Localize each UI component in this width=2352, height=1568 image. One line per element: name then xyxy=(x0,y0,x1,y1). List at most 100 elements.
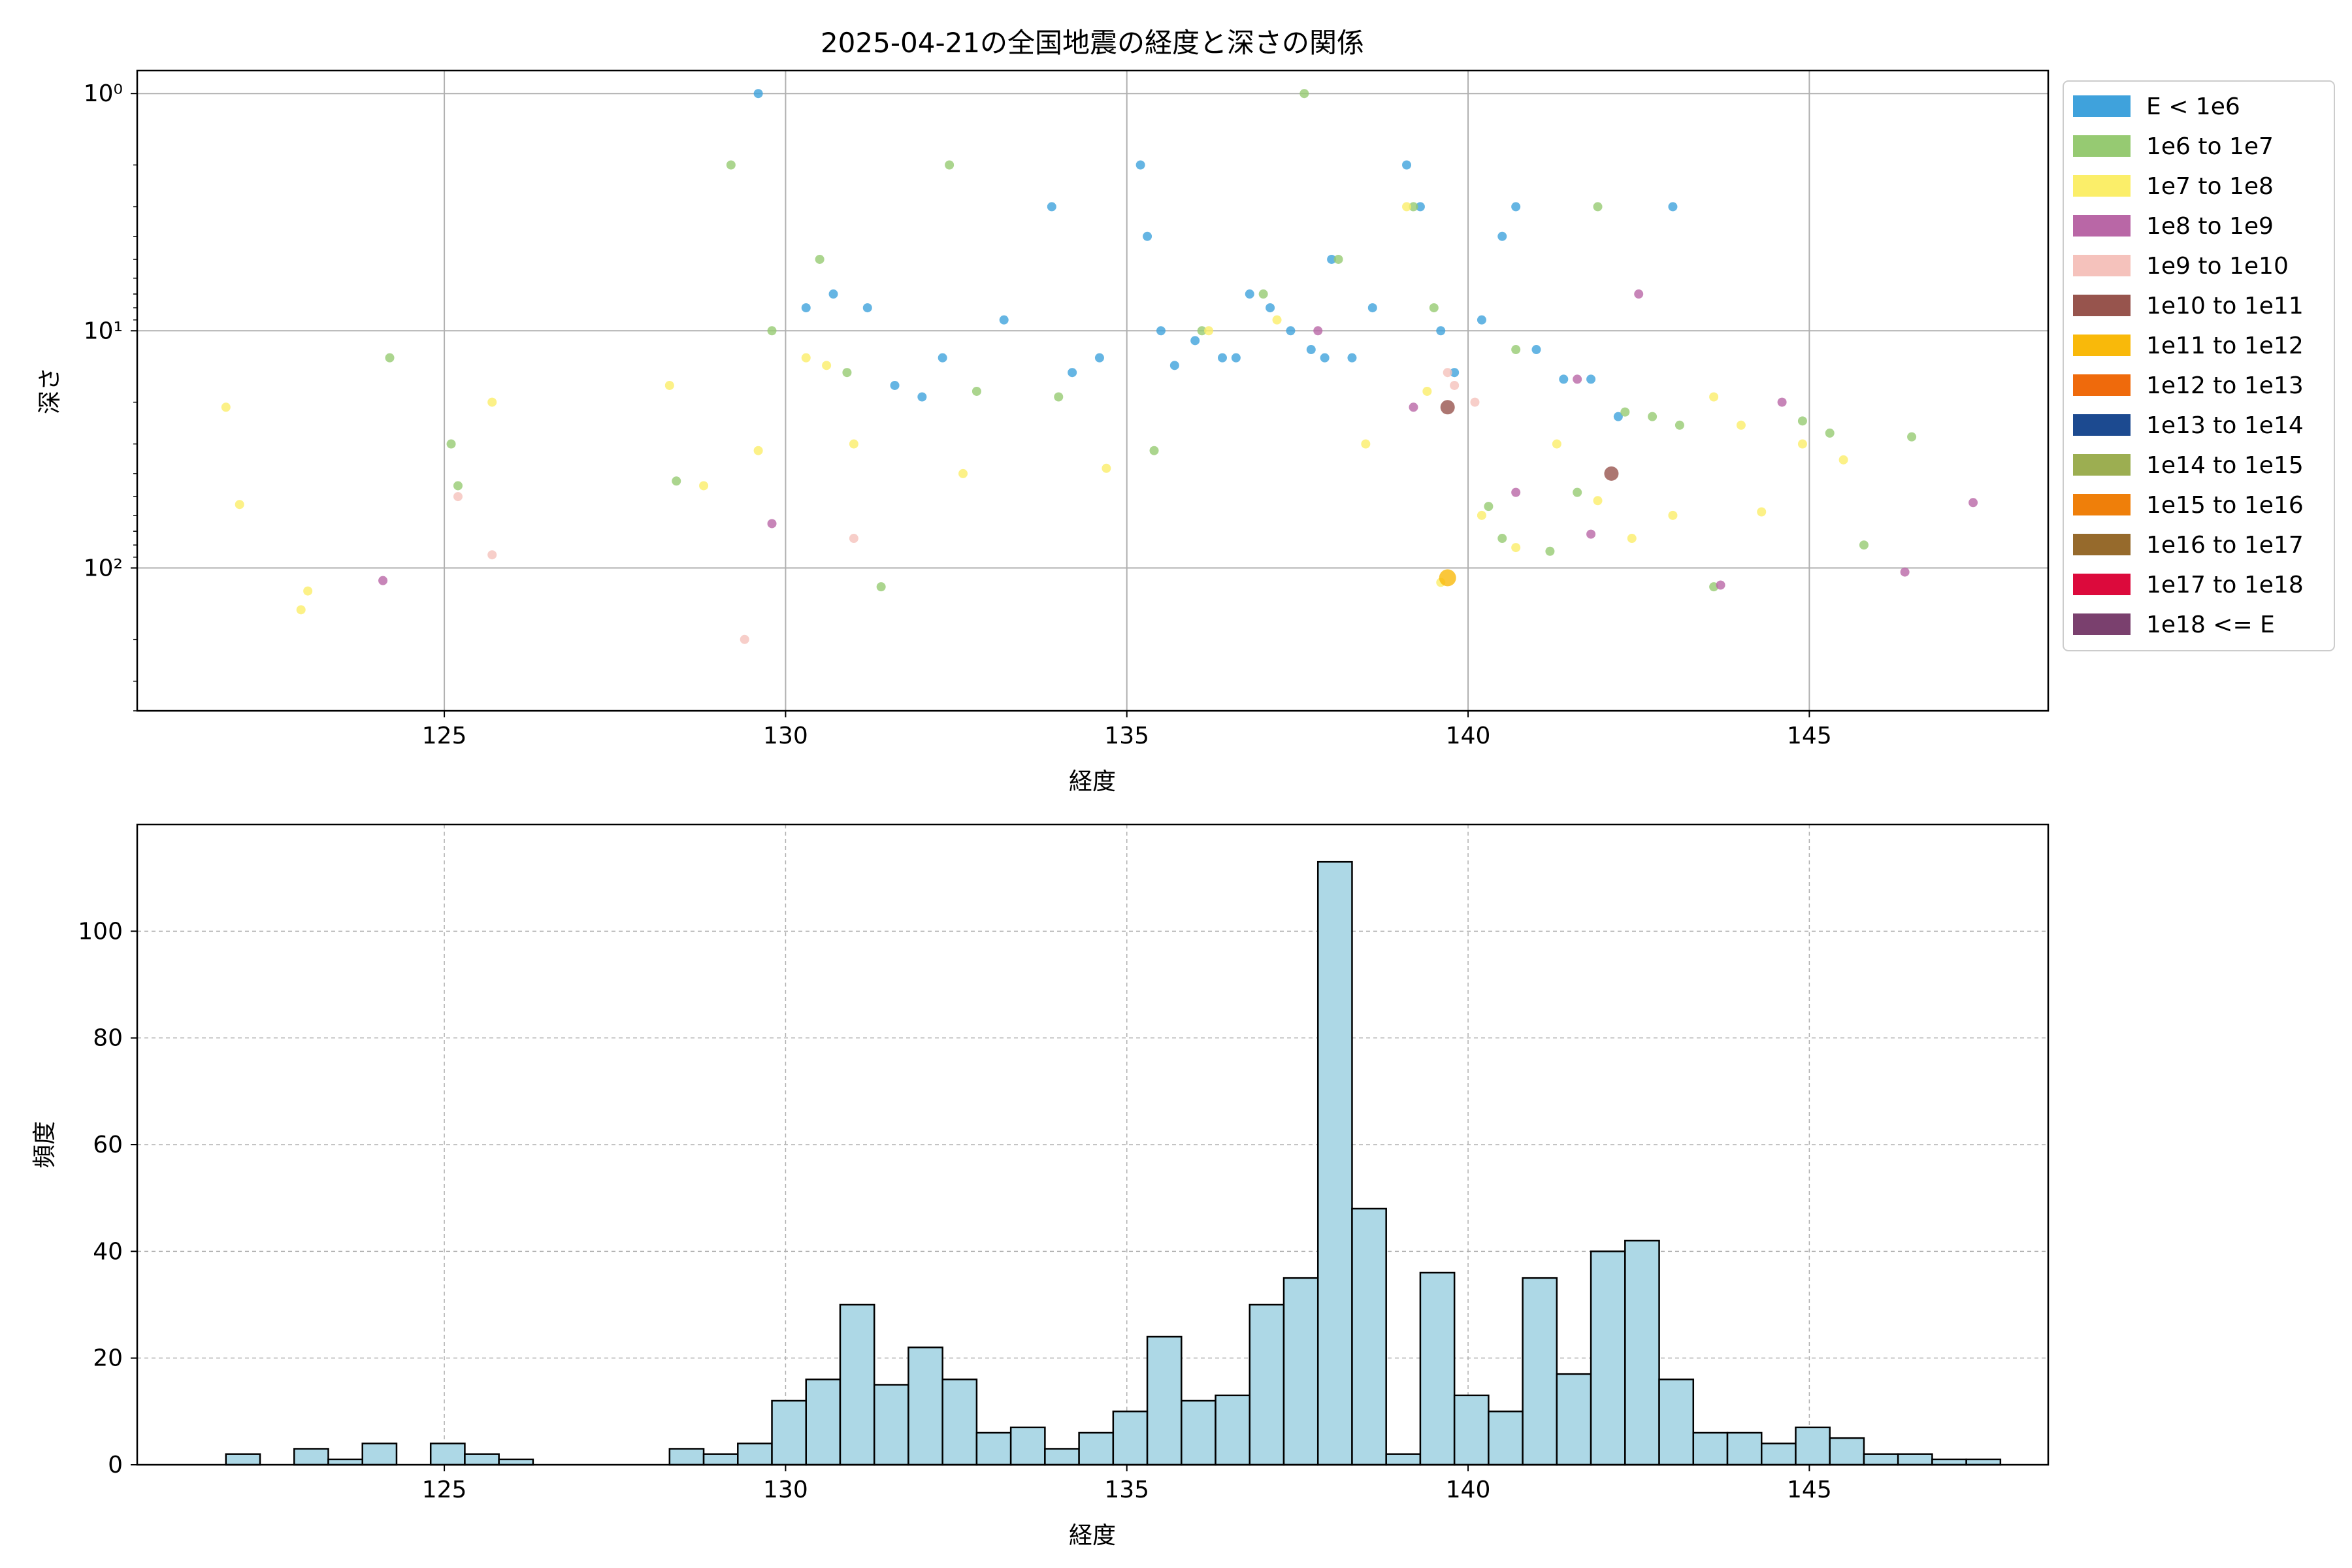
legend-label: 1e14 to 1e15 xyxy=(2146,452,2304,479)
scatter-x-tick-label: 130 xyxy=(763,723,808,749)
scatter-point xyxy=(999,315,1009,325)
histogram-bar xyxy=(1419,1271,1456,1466)
scatter-point xyxy=(1593,496,1603,506)
histogram-bar xyxy=(839,1303,875,1466)
histogram-bar xyxy=(1351,1207,1387,1466)
scatter-point xyxy=(972,386,981,396)
scatter-point xyxy=(1402,160,1412,170)
scatter-point xyxy=(753,446,763,455)
scatter-point xyxy=(801,303,811,313)
legend-swatch xyxy=(2073,374,2131,396)
histogram-bar xyxy=(464,1453,500,1466)
histogram-bar xyxy=(941,1379,978,1466)
scatter-point xyxy=(1327,254,1337,264)
scatter-point xyxy=(1593,202,1603,212)
legend-swatch xyxy=(2073,414,2131,436)
scatter-point xyxy=(487,397,497,407)
scatter-point xyxy=(1477,315,1486,325)
scatter-point xyxy=(1777,397,1787,407)
legend-swatch xyxy=(2073,613,2131,635)
histogram-bar xyxy=(225,1453,261,1466)
scatter-point xyxy=(1409,202,1418,212)
legend-swatch xyxy=(2073,295,2131,316)
scatter-point xyxy=(1068,368,1077,378)
scatter-point xyxy=(828,289,838,299)
scatter-point xyxy=(235,500,244,510)
histogram-bar xyxy=(1385,1453,1422,1466)
histogram-x-tick-label: 130 xyxy=(763,1477,808,1503)
scatter-point xyxy=(385,353,395,363)
scatter-point xyxy=(1245,289,1254,299)
histogram-x-tick-label: 125 xyxy=(422,1477,467,1503)
legend-label: 1e16 to 1e17 xyxy=(2146,532,2304,559)
legend-swatch xyxy=(2073,255,2131,276)
legend-swatch xyxy=(2073,574,2131,595)
legend-label: 1e8 to 1e9 xyxy=(2146,213,2274,240)
scatter-point xyxy=(1436,326,1446,336)
histogram-bar xyxy=(1078,1431,1115,1466)
histogram-bar xyxy=(1009,1426,1046,1466)
scatter-point xyxy=(1511,345,1521,355)
scatter-point xyxy=(1620,407,1630,417)
scatter-point xyxy=(1266,303,1275,313)
histogram-bar xyxy=(1692,1431,1729,1466)
histogram-bar xyxy=(1624,1239,1660,1466)
histogram-y-tick-label: 20 xyxy=(93,1345,123,1372)
scatter-point xyxy=(1674,420,1684,430)
scatter-point xyxy=(1415,202,1425,212)
histogram-y-tick-label: 60 xyxy=(93,1132,123,1158)
scatter-point xyxy=(1859,540,1869,550)
scatter-point xyxy=(890,380,900,390)
scatter-point xyxy=(1143,231,1152,241)
scatter-point xyxy=(664,380,674,390)
scatter-point xyxy=(945,160,955,170)
scatter-x-tick-label: 135 xyxy=(1104,723,1149,749)
scatter-plot-frame xyxy=(136,69,2050,712)
scatter-chart: 2025-04-21の全国地震の経度と深さの関係 125 130 135 140 145… xyxy=(37,27,2335,795)
scatter-point xyxy=(1668,510,1678,520)
legend-label: 1e15 to 1e16 xyxy=(2146,492,2304,519)
scatter-point xyxy=(1204,326,1214,336)
scatter-point xyxy=(1450,368,1460,378)
scatter-point xyxy=(1135,160,1145,170)
scatter-point xyxy=(1190,336,1200,346)
histogram-bar xyxy=(1282,1277,1319,1466)
scatter-x-tick-label: 140 xyxy=(1446,723,1491,749)
scatter-point xyxy=(1545,546,1555,556)
scatter-point xyxy=(1968,498,1978,508)
scatter-y-tick-label: 10⁰ xyxy=(84,80,123,107)
histogram-bar xyxy=(1146,1335,1183,1466)
scatter-y-tick-label: 10² xyxy=(84,555,123,581)
legend-swatch xyxy=(2073,215,2131,237)
histogram-bar xyxy=(1181,1399,1217,1466)
scatter-point xyxy=(453,481,463,491)
scatter-point xyxy=(1797,439,1807,449)
scatter-point xyxy=(1907,432,1917,442)
scatter-point xyxy=(1054,392,1064,402)
histogram-bar xyxy=(1522,1277,1558,1466)
legend-label: 1e9 to 1e10 xyxy=(2146,253,2289,280)
histogram-y-tick-label: 0 xyxy=(108,1452,123,1478)
histogram-x-tick-label: 145 xyxy=(1787,1477,1832,1503)
histogram-bar xyxy=(1795,1426,1831,1466)
legend-label: 1e12 to 1e13 xyxy=(2146,372,2304,399)
scatter-point xyxy=(1838,455,1848,465)
histogram-bar xyxy=(668,1448,705,1466)
scatter-point xyxy=(1217,353,1227,363)
histogram-y-tick-label: 80 xyxy=(93,1025,123,1052)
scatter-point xyxy=(1573,487,1582,497)
scatter-point xyxy=(1313,326,1323,336)
scatter-point xyxy=(446,439,456,449)
histogram-bar xyxy=(737,1443,773,1466)
scatter-point xyxy=(1797,416,1807,426)
scatter-point xyxy=(303,586,313,596)
scatter-point xyxy=(815,254,825,264)
scatter-point xyxy=(1497,231,1507,241)
scatter-point xyxy=(1149,446,1159,455)
scatter-point xyxy=(1470,397,1480,407)
scatter-point xyxy=(1531,345,1541,355)
scatter-x-tick-label: 145 xyxy=(1787,723,1832,749)
histogram-bar xyxy=(1863,1453,1899,1466)
legend-label: 1e7 to 1e8 xyxy=(2146,173,2274,200)
